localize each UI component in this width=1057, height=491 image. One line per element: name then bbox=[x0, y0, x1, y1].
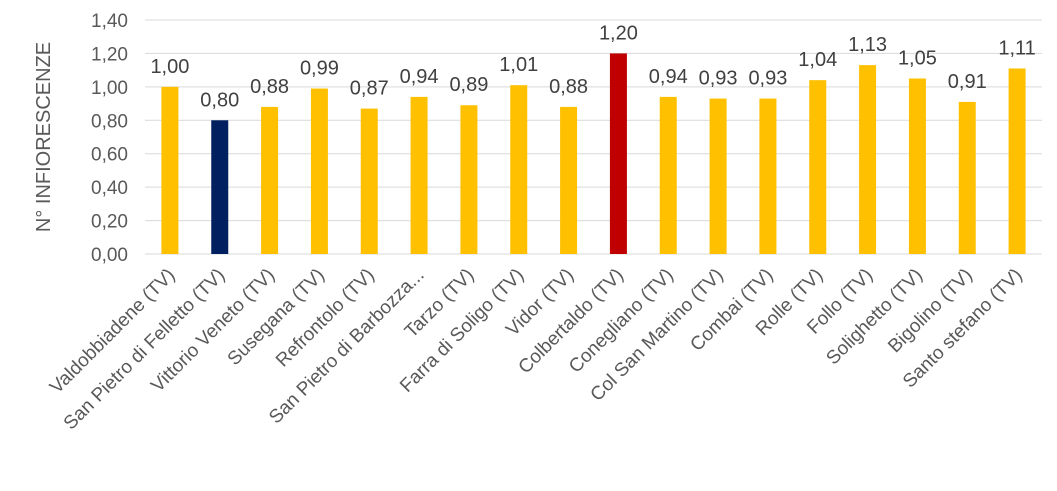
y-tick-label: 0,60 bbox=[91, 145, 128, 166]
bar bbox=[659, 96, 677, 254]
bar bbox=[211, 120, 229, 255]
bar bbox=[809, 80, 827, 255]
data-label: 0,93 bbox=[699, 68, 738, 90]
bar bbox=[310, 88, 328, 255]
y-tick-label: 0,80 bbox=[91, 111, 128, 132]
bar bbox=[261, 106, 279, 255]
data-label: 0,91 bbox=[948, 71, 987, 93]
y-axis-ticks: 0,00 0,20 0,40 0,60 0,80 1,00 1,20 1,40 bbox=[91, 11, 128, 266]
y-tick-label: 1,00 bbox=[91, 78, 128, 99]
bar bbox=[1008, 68, 1026, 254]
data-label: 0,99 bbox=[300, 58, 339, 80]
y-axis-title: N° INFIORESCENZE bbox=[33, 42, 55, 232]
data-label: 1,04 bbox=[798, 49, 837, 71]
bar bbox=[759, 98, 777, 254]
bar bbox=[859, 65, 877, 254]
bar bbox=[510, 85, 528, 254]
y-tick-label: 1,40 bbox=[91, 11, 128, 32]
bar bbox=[908, 78, 926, 254]
bar bbox=[560, 106, 578, 255]
bar bbox=[460, 105, 478, 254]
data-label: 0,89 bbox=[449, 74, 488, 96]
data-label: 0,88 bbox=[250, 76, 289, 98]
data-label: 0,94 bbox=[649, 66, 688, 88]
data-label: 1,13 bbox=[848, 34, 887, 56]
data-label: 0,88 bbox=[549, 76, 588, 98]
data-label: 1,20 bbox=[599, 22, 638, 44]
data-label: 1,01 bbox=[499, 54, 538, 76]
data-label: 0,87 bbox=[350, 78, 389, 100]
y-tick-label: 0,40 bbox=[91, 178, 128, 199]
bar bbox=[958, 101, 976, 255]
bars bbox=[161, 53, 1026, 255]
bar bbox=[609, 53, 627, 254]
y-tick-label: 0,00 bbox=[91, 245, 128, 266]
y-tick-label: 0,20 bbox=[91, 212, 128, 233]
bar bbox=[709, 98, 727, 254]
gridlines bbox=[145, 19, 1042, 255]
data-label: 0,80 bbox=[200, 89, 239, 111]
data-label: 1,00 bbox=[150, 56, 189, 78]
data-labels: 1,00 0,80 0,88 0,99 0,87 0,94 0,89 1,01 0,88 1,20… bbox=[150, 22, 1035, 111]
y-tick-label: 1,20 bbox=[91, 44, 128, 65]
category-labels: Valdobbiadene (TV)San Pietro di Felletto… bbox=[46, 265, 1027, 434]
data-label: 1,05 bbox=[898, 48, 937, 70]
data-label: 0,94 bbox=[400, 66, 439, 88]
bar bbox=[410, 96, 428, 254]
bar bbox=[360, 108, 378, 254]
bar bbox=[161, 86, 179, 254]
data-label: 0,93 bbox=[748, 68, 787, 90]
data-label: 1,11 bbox=[998, 37, 1035, 59]
